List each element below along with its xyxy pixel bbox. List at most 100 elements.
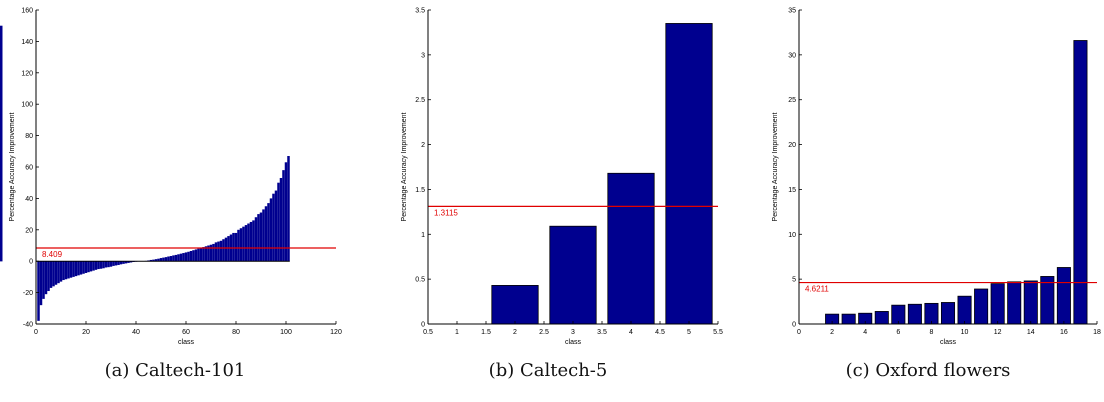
bar <box>974 288 989 325</box>
caption-oxford-flowers: (c) Oxford flowers <box>845 360 1011 381</box>
x-tick-label: 10 <box>961 329 969 336</box>
bar <box>184 252 188 262</box>
x-tick-label: 6 <box>896 329 900 336</box>
panel-oxford-flowers: 4.6211 0 2 4 6 8 10 12 14 16 18 0 5 10 15 20 25 30 35 class… <box>752 0 1104 402</box>
bar <box>264 206 268 262</box>
y-tick-label: 40 <box>25 196 33 203</box>
bar <box>129 261 133 263</box>
x-tick-label: 4.5 <box>655 329 665 336</box>
bar <box>0 25 3 262</box>
bar <box>990 283 1005 325</box>
bar <box>77 261 80 276</box>
y-tick-label: 10 <box>788 232 796 239</box>
bar <box>52 261 55 287</box>
bar <box>59 261 63 282</box>
bar <box>152 259 155 262</box>
bar <box>267 203 270 262</box>
bar <box>69 261 73 278</box>
bar <box>102 261 105 269</box>
y-tick-label: 60 <box>25 165 33 172</box>
y-tick-label: 1.5 <box>415 187 425 194</box>
bar <box>172 255 175 262</box>
bar <box>67 261 70 279</box>
x-tick-label: 14 <box>1027 329 1035 336</box>
y-tick-label: -20 <box>23 290 33 297</box>
bar <box>262 209 265 262</box>
x-tick-label: 1 <box>455 329 459 336</box>
y-tick-label: 5 <box>792 277 796 284</box>
bar <box>57 261 60 284</box>
bar <box>157 258 160 262</box>
y-tick-label: 0 <box>29 259 33 266</box>
bar <box>607 172 655 325</box>
bar <box>54 261 58 285</box>
bar <box>1056 267 1071 325</box>
bar <box>209 244 213 262</box>
y-tick-label: 160 <box>21 8 33 15</box>
bar <box>227 236 230 262</box>
bar <box>287 156 290 262</box>
bar <box>224 237 228 262</box>
x-tick-label: 3.5 <box>597 329 607 336</box>
x-tick-label: 1.5 <box>481 329 491 336</box>
y-tick-label: 25 <box>788 97 796 104</box>
bar <box>907 303 922 325</box>
bar <box>252 220 255 262</box>
bar <box>44 261 48 295</box>
bar <box>154 259 158 262</box>
y-tick-label: 3.5 <box>415 8 425 15</box>
x-axis-label: class <box>940 339 956 346</box>
x-tick-label: 4 <box>863 329 867 336</box>
bar <box>94 261 98 270</box>
bar <box>42 261 45 299</box>
y-tick-label: 0 <box>792 322 796 329</box>
x-tick-label: 20 <box>82 329 90 336</box>
bar <box>92 261 95 271</box>
bar <box>182 253 185 262</box>
bar <box>177 254 180 262</box>
bar <box>79 261 83 275</box>
y-tick-label: 30 <box>788 52 796 59</box>
bar <box>242 226 245 262</box>
bar <box>192 250 195 262</box>
x-tick-label: 80 <box>232 329 240 336</box>
bar <box>149 259 153 262</box>
bar <box>491 285 539 325</box>
bar <box>124 261 128 264</box>
bar <box>277 182 280 262</box>
x-tick-label: 2 <box>513 329 517 336</box>
bar <box>114 261 118 266</box>
bar <box>202 247 205 262</box>
bar <box>187 251 190 262</box>
bar <box>194 249 198 262</box>
bar <box>189 251 193 262</box>
bar <box>87 261 90 273</box>
bar <box>219 240 223 262</box>
bar <box>72 261 75 277</box>
bar <box>841 313 856 325</box>
x-tick-label: 3 <box>571 329 575 336</box>
bar <box>99 261 103 269</box>
y-tick-label: 20 <box>25 227 33 234</box>
mean-label: 8.409 <box>42 250 63 259</box>
y-tick-label: 80 <box>25 133 33 140</box>
y-tick-label: -40 <box>23 322 33 329</box>
bar <box>117 261 120 265</box>
caption-caltech-5: (b) Caltech-5 <box>488 360 608 381</box>
bar <box>89 261 93 272</box>
bar <box>104 261 108 268</box>
bar <box>237 229 240 262</box>
x-tick-label: 2.5 <box>539 329 549 336</box>
y-tick-label: 120 <box>21 70 33 77</box>
bar <box>259 212 263 262</box>
y-tick-label: 2.5 <box>415 97 425 104</box>
x-tick-label: 18 <box>1093 329 1101 336</box>
y-tick-label: 0.5 <box>415 277 425 284</box>
bar <box>207 245 210 262</box>
y-tick-label: 15 <box>788 187 796 194</box>
bar <box>1023 280 1038 325</box>
x-tick-label: 4 <box>629 329 633 336</box>
bar <box>199 247 203 262</box>
bar <box>249 221 253 262</box>
